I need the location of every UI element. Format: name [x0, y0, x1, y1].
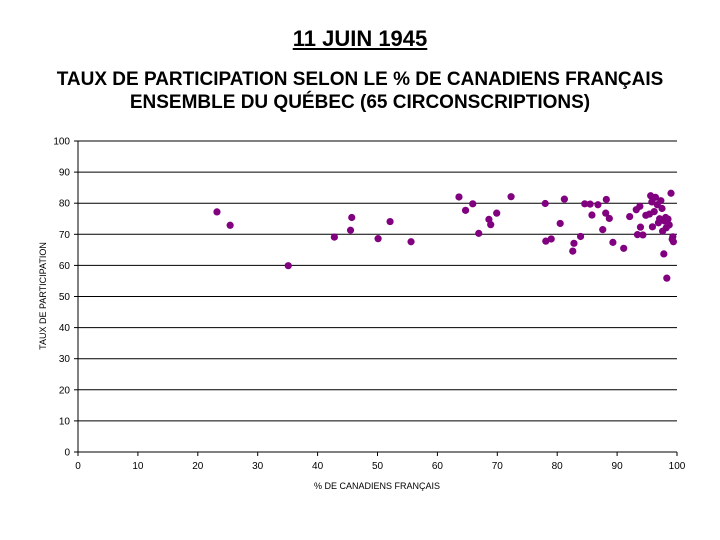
x-tick-label: 70 — [492, 461, 504, 472]
y-tick-label: 90 — [59, 168, 71, 179]
x-tick-label: 10 — [132, 461, 144, 472]
data-point — [374, 235, 382, 243]
data-point — [348, 213, 356, 222]
chart-title: TAUX DE PARTICIPATION SELON LE % DE CANA… — [0, 68, 720, 114]
x-tick-label: 50 — [372, 461, 384, 472]
data-points — [213, 189, 678, 282]
y-tick-label: 60 — [59, 261, 71, 272]
data-point — [461, 206, 470, 214]
chart-title-line-1: TAUX DE PARTICIPATION SELON LE % DE CANA… — [56, 69, 664, 90]
data-point — [594, 201, 602, 209]
data-point — [542, 237, 550, 245]
data-point — [609, 238, 617, 246]
y-tick-label: 10 — [59, 416, 71, 427]
data-point — [636, 223, 645, 231]
y-tick-label: 70 — [59, 230, 71, 241]
x-tick-label: 0 — [75, 461, 81, 472]
chart-title-line-2: ENSEMBLE DU QUÉBEC (65 CIRCONSCRIPTIONS) — [129, 92, 591, 113]
data-point — [669, 238, 678, 246]
y-tick-label: 0 — [64, 448, 70, 459]
data-point — [620, 244, 628, 252]
data-point — [570, 239, 578, 247]
data-point — [664, 215, 672, 223]
x-tick-label: 20 — [192, 461, 204, 472]
x-tick-label: 60 — [432, 461, 444, 472]
data-point — [576, 232, 585, 241]
x-tick-label: 80 — [552, 461, 564, 472]
data-point — [663, 274, 671, 282]
data-point — [633, 231, 642, 239]
data-point — [213, 208, 221, 216]
y-axis-label: TAUX DE PARTICIPATION — [38, 242, 48, 350]
data-point — [407, 238, 415, 246]
data-point — [556, 219, 564, 228]
y-tick-label: 100 — [53, 137, 70, 148]
data-point — [648, 223, 657, 231]
x-tick-label: 40 — [312, 461, 324, 472]
slide-date: 11 JUIN 1945 — [292, 26, 428, 51]
data-point — [226, 221, 234, 229]
data-point — [665, 221, 673, 229]
data-point — [602, 195, 610, 204]
data-point — [586, 200, 594, 208]
y-tick-label: 50 — [59, 292, 71, 303]
data-point — [650, 207, 658, 216]
y-tick-label: 20 — [59, 385, 71, 396]
data-point — [569, 247, 577, 255]
y-tick-label: 40 — [59, 323, 71, 334]
data-point — [469, 200, 477, 208]
y-tick-labels: 0 10 20 30 40 50 60 70 80 90 100 — [53, 137, 78, 459]
data-point — [284, 262, 292, 270]
data-point — [657, 197, 665, 205]
data-point — [588, 211, 596, 219]
data-point — [487, 221, 495, 229]
data-point — [599, 226, 607, 234]
data-point — [386, 217, 394, 226]
data-point — [493, 209, 501, 217]
x-tick-labels: 0 10 20 30 40 50 60 70 80 90 100 — [75, 452, 686, 472]
x-tick-label: 90 — [612, 461, 624, 472]
data-point — [346, 226, 355, 234]
y-tick-label: 80 — [59, 199, 71, 210]
data-point — [636, 202, 644, 210]
data-point — [660, 250, 668, 258]
data-point — [658, 204, 666, 213]
data-point — [667, 189, 675, 197]
data-point — [581, 200, 589, 208]
data-point — [547, 235, 555, 243]
data-point — [651, 193, 660, 201]
x-tick-label: 30 — [252, 461, 264, 472]
data-point — [507, 193, 515, 201]
data-point — [541, 199, 549, 208]
data-point — [602, 209, 610, 217]
x-axis-label: % DE CANADIENS FRANÇAIS — [314, 481, 440, 491]
data-point — [455, 193, 463, 201]
gridlines — [78, 140, 677, 422]
data-point — [626, 212, 634, 221]
x-tick-label: 100 — [669, 461, 686, 472]
data-point — [330, 233, 338, 241]
data-point — [605, 214, 613, 223]
data-point — [560, 195, 568, 203]
data-point — [475, 229, 483, 237]
y-tick-label: 30 — [59, 354, 71, 365]
data-point — [639, 231, 647, 239]
